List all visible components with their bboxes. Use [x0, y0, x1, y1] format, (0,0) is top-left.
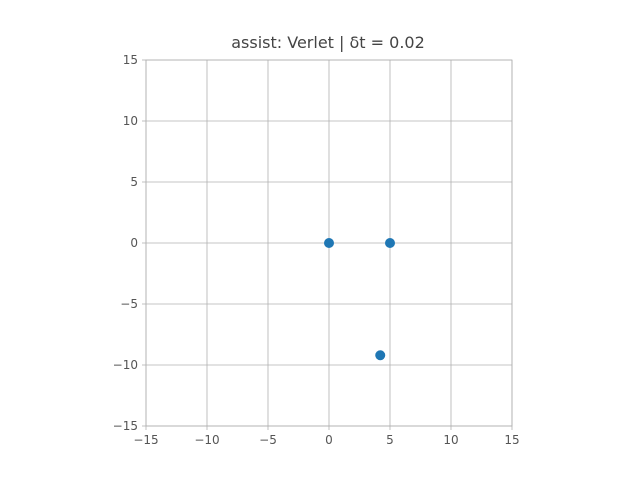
x-tick-label: −5 — [259, 433, 277, 447]
y-tick-label: 10 — [123, 114, 138, 128]
y-tick-label: −15 — [113, 419, 138, 433]
scatter-point — [385, 238, 395, 248]
x-axis-ticks: −15 −10 −5 0 5 10 15 — [133, 426, 520, 447]
scatter-point — [324, 238, 334, 248]
y-tick-label: 0 — [130, 236, 138, 250]
x-tick-label: −10 — [194, 433, 219, 447]
x-tick-label: 10 — [443, 433, 458, 447]
scatter-point — [375, 350, 386, 361]
chart-title: assist: Verlet | δt = 0.02 — [231, 33, 425, 52]
x-tick-label: 15 — [504, 433, 519, 447]
y-tick-label: −10 — [113, 358, 138, 372]
x-tick-label: 5 — [386, 433, 394, 447]
x-tick-label: 0 — [325, 433, 333, 447]
y-tick-label: 15 — [123, 53, 138, 67]
data-points — [324, 238, 395, 361]
x-tick-label: −15 — [133, 433, 158, 447]
y-axis-ticks: −15 −10 −5 0 5 10 15 — [113, 53, 146, 433]
y-tick-label: 5 — [130, 175, 138, 189]
y-tick-label: −5 — [120, 297, 138, 311]
